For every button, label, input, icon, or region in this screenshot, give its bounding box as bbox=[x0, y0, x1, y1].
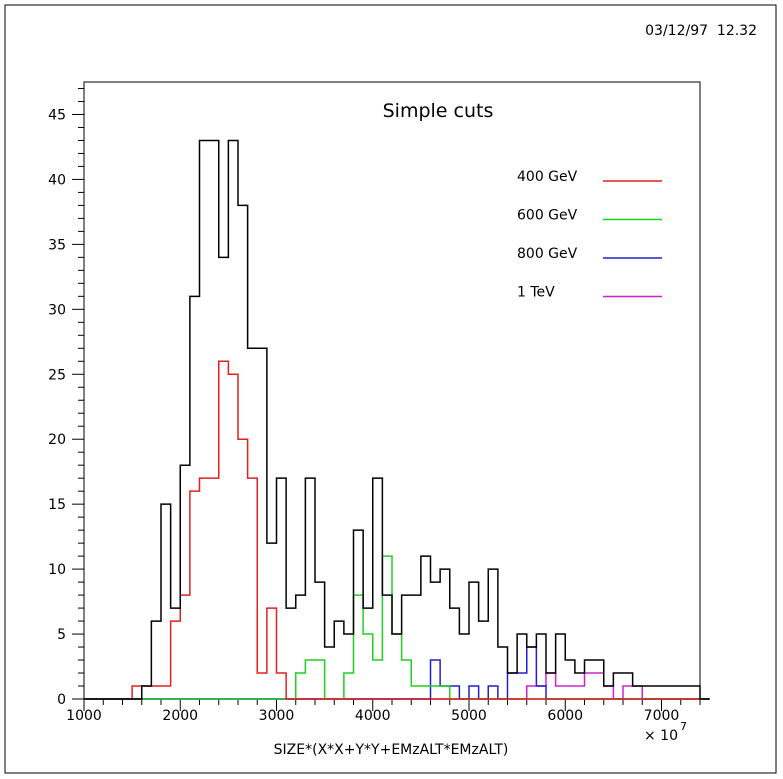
y-tick-label: 15 bbox=[48, 497, 66, 513]
chart-title: Simple cuts bbox=[383, 100, 494, 122]
legend-label-400-gev: 400 GeV bbox=[517, 169, 578, 185]
x-tick-label: 1000 bbox=[66, 708, 102, 724]
x-exponent-label: × 10 bbox=[644, 728, 678, 744]
series-total-line bbox=[84, 139, 710, 700]
timestamp: 03/12/97 12.32 bbox=[645, 23, 757, 39]
y-axis: 0 5 10 15 20 25 30 35 40 45 bbox=[48, 87, 84, 708]
y-tick-label: 10 bbox=[48, 562, 66, 578]
x-tick-label: 5000 bbox=[451, 708, 487, 724]
y-tick-label: 45 bbox=[48, 107, 66, 123]
legend-label-600-gev: 600 GeV bbox=[517, 208, 578, 224]
legend-label-800-gev: 800 GeV bbox=[517, 246, 578, 262]
x-tick-label: 4000 bbox=[355, 708, 391, 724]
x-tick-label: 3000 bbox=[259, 708, 295, 724]
x-exponent-power: 7 bbox=[680, 720, 687, 733]
x-axis: 1000 2000 3000 4000 5000 6000 7000 bbox=[66, 699, 701, 724]
x-tick-label: 6000 bbox=[547, 708, 583, 724]
x-axis-label: SIZE*(X*X+Y*Y+EMzALT*EMzALT) bbox=[274, 742, 509, 758]
legend-label-1-tev: 1 TeV bbox=[517, 285, 555, 301]
histogram-series bbox=[84, 139, 710, 700]
y-tick-label: 30 bbox=[48, 302, 66, 318]
outer-border bbox=[4, 4, 777, 774]
x-tick-label: 2000 bbox=[162, 708, 198, 724]
y-tick-label: 40 bbox=[48, 172, 66, 188]
series-1-tev-line bbox=[84, 672, 710, 700]
legend: 400 GeV 600 GeV 800 GeV 1 TeV bbox=[517, 169, 662, 301]
series-600-gev-line bbox=[84, 555, 710, 700]
y-tick-label: 25 bbox=[48, 367, 66, 383]
x-tick-label: 7000 bbox=[644, 708, 680, 724]
y-tick-label: 5 bbox=[57, 627, 66, 643]
y-tick-label: 35 bbox=[48, 237, 66, 253]
y-tick-label: 0 bbox=[57, 692, 66, 708]
y-tick-label: 20 bbox=[48, 432, 66, 448]
series-400-gev-line bbox=[84, 360, 710, 700]
